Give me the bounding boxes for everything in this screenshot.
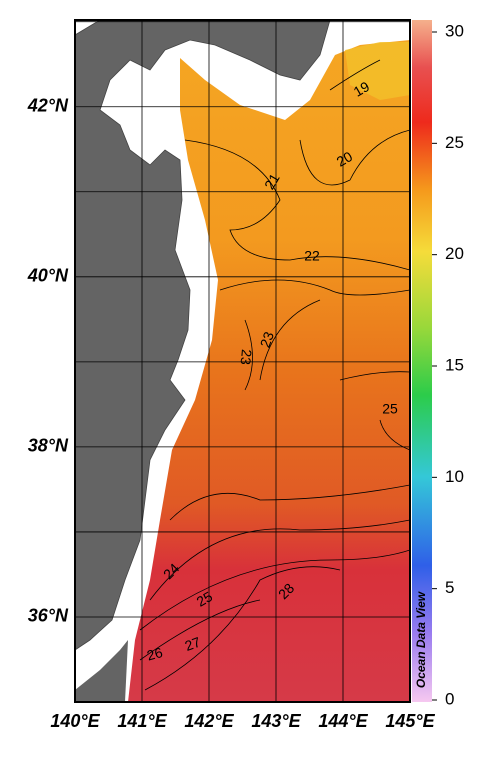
lat-label: 36°N xyxy=(28,606,69,626)
contour-label: 25 xyxy=(382,401,398,417)
contours xyxy=(139,59,410,691)
lon-label: 142°E xyxy=(184,711,234,731)
colorbar-label: 20 xyxy=(445,244,464,263)
lon-label: 141°E xyxy=(117,711,167,731)
lon-label: 144°E xyxy=(318,711,368,731)
land xyxy=(75,20,331,651)
axis-labels: 140°E 141°E 142°E 143°E 144°E 145°E 36°N 38°N 40… xyxy=(27,21,464,730)
contour-label: 25 xyxy=(194,588,216,610)
map-frame xyxy=(74,19,411,703)
sst-field xyxy=(128,40,410,702)
contour-label: 21 xyxy=(261,170,283,192)
colorbar-label: 25 xyxy=(445,133,464,152)
contour-label: 22 xyxy=(304,248,320,264)
colorbar-label: 15 xyxy=(445,355,464,374)
colorbar-label: 0 xyxy=(445,689,454,708)
colorbar xyxy=(412,20,432,702)
lat-label: 42°N xyxy=(27,95,69,115)
lon-label: 140°E xyxy=(50,711,100,731)
contour-label: 26 xyxy=(145,644,164,664)
contour-label: 20 xyxy=(334,148,356,170)
contour-label: 23 xyxy=(257,329,277,349)
colorbar-label: 5 xyxy=(445,578,454,597)
lat-label: 38°N xyxy=(28,436,69,456)
lon-label: 143°E xyxy=(251,711,301,731)
colorbar-label: 10 xyxy=(445,467,464,486)
land-south xyxy=(75,640,128,702)
contour-label: 27 xyxy=(183,634,203,654)
lon-label: 145°E xyxy=(385,711,435,731)
colorbar-label: 30 xyxy=(445,21,464,40)
lat-label: 40°N xyxy=(27,266,69,286)
cool-patch xyxy=(345,42,410,100)
watermark: Ocean Data View xyxy=(414,591,428,688)
contour-label: 19 xyxy=(351,78,373,100)
graticule xyxy=(75,20,410,702)
contour-label: 23 xyxy=(238,349,255,366)
